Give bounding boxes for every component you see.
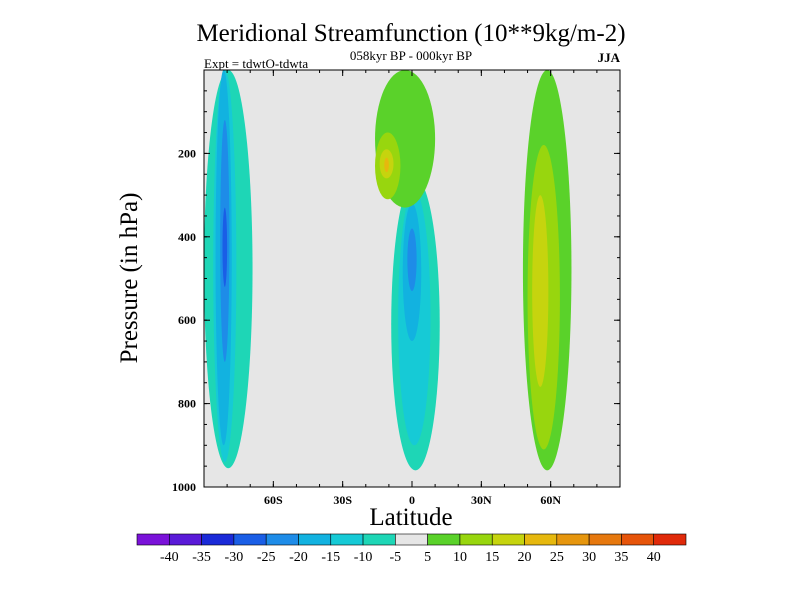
- colorbar-label: 10: [453, 550, 467, 565]
- chart-title: Meridional Streamfunction (10**9kg/m-2): [196, 20, 625, 47]
- colorbar-swatch: [168, 533, 202, 546]
- colorbar-label: 15: [485, 550, 499, 565]
- colorbar-label: -35: [192, 550, 211, 565]
- colorbar: -40 -35 -30 -25 -20 -15 -10 -5 5 10 15 20 25 30 35 40: [136, 533, 687, 565]
- x-tick-label: 30N: [471, 493, 492, 507]
- colorbar-swatch: [588, 533, 622, 546]
- season-annotation: JJA: [598, 50, 621, 65]
- colorbar-label: -30: [225, 550, 244, 565]
- plot-area: [204, 70, 620, 487]
- y-tick-label: 800: [178, 397, 196, 411]
- colorbar-swatch: [524, 533, 558, 546]
- colorbar-label: 30: [582, 550, 596, 565]
- colorbar-swatch: [136, 533, 170, 546]
- axes: 60S 30S 0 30N 60N 200 400 600 800 1000: [172, 69, 621, 507]
- y-tick-label: 400: [178, 230, 196, 244]
- contour-nh-col-pos-20: [532, 195, 549, 387]
- x-tick-label: 60S: [264, 493, 283, 507]
- colorbar-label: -10: [354, 550, 373, 565]
- colorbar-label: 40: [647, 550, 661, 565]
- colorbar-swatch: [459, 533, 493, 546]
- colorbar-label: -25: [257, 550, 276, 565]
- colorbar-swatch: [621, 533, 655, 546]
- colorbar-swatch: [362, 533, 396, 546]
- y-tick-label: 600: [178, 313, 196, 327]
- experiment-annotation: Expt = tdwtO-tdwta: [204, 56, 308, 71]
- colorbar-swatch: [201, 533, 235, 546]
- colorbar-swatch: [233, 533, 267, 546]
- colorbar-label: -20: [289, 550, 308, 565]
- colorbar-swatch: [556, 533, 590, 546]
- colorbar-label: -40: [160, 550, 179, 565]
- y-tick-label: 1000: [172, 480, 196, 494]
- colorbar-label: -5: [390, 550, 402, 565]
- colorbar-swatch: [427, 533, 461, 546]
- contour-ne-upper-25: [384, 157, 389, 173]
- colorbar-label: 35: [614, 550, 628, 565]
- colorbar-swatch: [298, 533, 332, 546]
- x-tick-label: 60N: [540, 493, 561, 507]
- chart-subtitle: 058kyr BP - 000kyr BP: [350, 48, 472, 63]
- contour-eq-plume-25: [407, 228, 417, 292]
- y-tick-label: 200: [178, 146, 196, 160]
- colorbar-swatch: [653, 533, 687, 546]
- contour-sh-min: [222, 207, 228, 287]
- colorbar-label: 20: [518, 550, 532, 565]
- colorbar-swatch: [265, 533, 299, 546]
- colorbar-swatch: [491, 533, 525, 546]
- colorbar-label: 5: [424, 550, 431, 565]
- colorbar-label: -15: [321, 550, 340, 565]
- contour-regions: [204, 70, 572, 471]
- colorbar-swatch: [395, 533, 428, 546]
- colorbar-swatch: [330, 533, 364, 546]
- x-tick-label: 30S: [333, 493, 352, 507]
- x-axis-label: Latitude: [369, 504, 452, 531]
- y-axis-label: Pressure (in hPa): [116, 193, 143, 364]
- colorbar-label: 25: [550, 550, 564, 565]
- x-tick-label: 0: [409, 493, 415, 507]
